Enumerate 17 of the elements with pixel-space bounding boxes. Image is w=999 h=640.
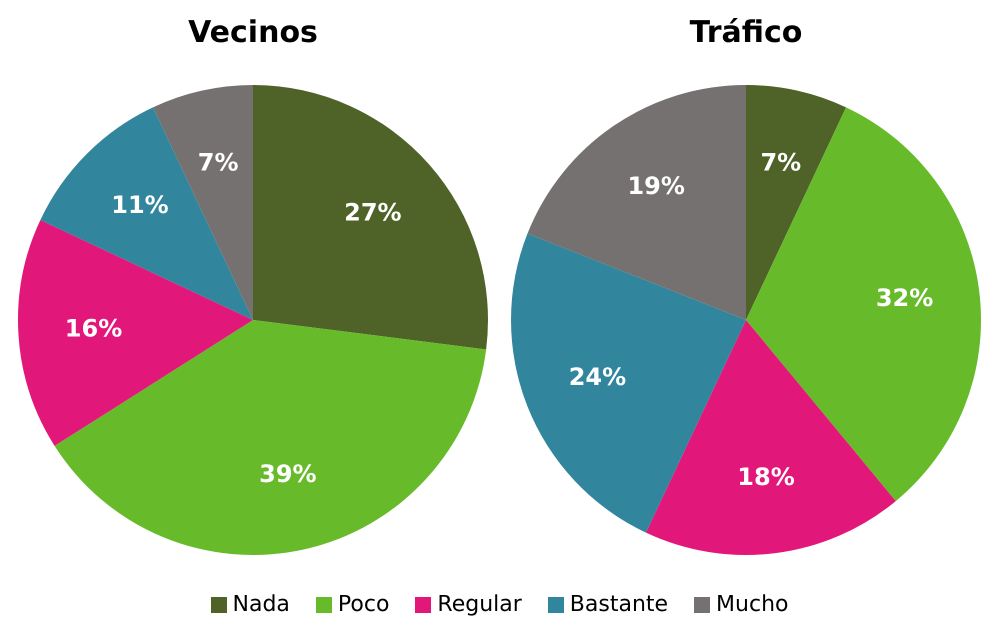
legend-label: Mucho (716, 592, 788, 617)
data-label: 11% (111, 191, 169, 220)
data-label: 24% (568, 363, 626, 392)
data-label: 39% (259, 460, 317, 488)
data-label: 7% (760, 148, 802, 176)
data-label: 32% (876, 284, 934, 312)
chart-title: Tráfico (690, 14, 802, 50)
legend-label: Nada (232, 592, 290, 617)
legend-label: Regular (437, 592, 522, 617)
data-label: 7% (198, 148, 239, 176)
legend-label: Poco (338, 592, 390, 617)
data-label: 16% (64, 314, 122, 342)
chart-title: Vecinos (188, 14, 318, 50)
data-label: 18% (737, 462, 795, 491)
data-label: 19% (627, 172, 685, 200)
data-label: 27% (344, 198, 402, 227)
legend-label: Bastante (570, 592, 668, 617)
